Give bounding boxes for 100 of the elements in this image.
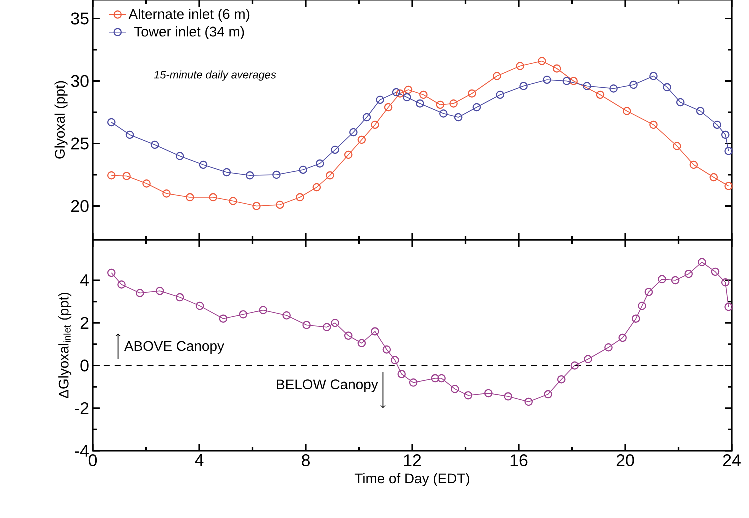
point bbox=[302, 321, 311, 330]
point bbox=[136, 289, 144, 298]
point bbox=[118, 280, 126, 289]
point bbox=[358, 136, 366, 144]
point bbox=[436, 100, 445, 110]
point bbox=[371, 120, 380, 130]
point bbox=[344, 150, 353, 160]
annotation: ABOVE Canopy bbox=[124, 341, 224, 354]
point bbox=[186, 193, 194, 202]
point bbox=[570, 77, 578, 86]
y-tick-label: 35 bbox=[71, 12, 89, 25]
y-tick-label: 0 bbox=[80, 360, 89, 372]
point bbox=[562, 77, 572, 86]
point bbox=[108, 171, 116, 180]
point bbox=[108, 268, 116, 278]
point bbox=[403, 93, 412, 102]
legend-label: Tower inlet (34 m) bbox=[134, 26, 244, 40]
point bbox=[464, 391, 473, 400]
point bbox=[524, 398, 533, 406]
point bbox=[199, 160, 208, 170]
point bbox=[604, 343, 613, 352]
point bbox=[622, 107, 632, 116]
point bbox=[570, 362, 580, 370]
point bbox=[658, 275, 666, 284]
legend-label: Alternate inlet (6 m) bbox=[128, 8, 250, 22]
x-tick-label: 4 bbox=[195, 454, 204, 466]
point bbox=[504, 392, 512, 401]
point bbox=[398, 370, 406, 378]
point bbox=[711, 268, 720, 276]
point bbox=[252, 202, 261, 210]
point bbox=[632, 314, 640, 323]
point bbox=[630, 80, 638, 90]
point bbox=[350, 128, 358, 137]
point bbox=[416, 100, 424, 108]
point bbox=[610, 84, 618, 93]
point bbox=[299, 166, 308, 174]
point bbox=[450, 100, 458, 108]
point bbox=[583, 82, 592, 90]
annotation: 15-minute daily averages bbox=[154, 70, 276, 81]
point bbox=[468, 90, 476, 98]
point bbox=[450, 385, 460, 394]
point bbox=[557, 375, 566, 384]
x-tick-label: 8 bbox=[302, 454, 310, 467]
point bbox=[391, 356, 400, 365]
point bbox=[229, 197, 238, 206]
point bbox=[420, 90, 428, 100]
point bbox=[396, 90, 404, 98]
point bbox=[552, 64, 562, 73]
x-tick-label: 24 bbox=[723, 454, 741, 466]
point bbox=[713, 120, 722, 130]
y-tick-label: 4 bbox=[80, 274, 89, 286]
point bbox=[371, 328, 380, 336]
point bbox=[382, 346, 392, 354]
point bbox=[618, 334, 627, 342]
point bbox=[126, 130, 134, 140]
point bbox=[690, 160, 698, 170]
point bbox=[454, 113, 463, 122]
y-tick-label: -4 bbox=[75, 445, 89, 457]
point bbox=[384, 103, 393, 112]
point bbox=[322, 323, 332, 332]
point bbox=[222, 168, 232, 177]
point bbox=[176, 152, 184, 160]
point bbox=[596, 90, 605, 100]
point bbox=[493, 72, 502, 80]
point bbox=[484, 389, 493, 398]
y-tick-label: 20 bbox=[72, 200, 89, 212]
point bbox=[409, 378, 418, 387]
point bbox=[520, 82, 528, 90]
point bbox=[209, 193, 218, 202]
x-tick-label: 20 bbox=[616, 454, 634, 467]
y-tick-label: -2 bbox=[75, 402, 89, 414]
y-tick-label: 2 bbox=[80, 317, 89, 330]
point bbox=[663, 83, 672, 92]
point bbox=[516, 62, 524, 70]
point bbox=[676, 98, 685, 107]
point bbox=[331, 318, 340, 328]
point bbox=[721, 278, 730, 287]
point bbox=[246, 171, 254, 180]
point bbox=[724, 147, 733, 156]
annotation: BELOW Canopy bbox=[277, 380, 378, 392]
point bbox=[108, 118, 116, 127]
point bbox=[404, 86, 413, 94]
point bbox=[496, 90, 504, 100]
x-tick-label: 16 bbox=[510, 454, 528, 467]
point bbox=[438, 374, 446, 383]
point bbox=[358, 339, 366, 348]
point bbox=[344, 332, 353, 340]
point bbox=[259, 306, 268, 314]
point bbox=[724, 182, 733, 190]
x-tick-label: 0 bbox=[88, 454, 98, 467]
point bbox=[538, 57, 546, 66]
point bbox=[316, 160, 324, 168]
point bbox=[644, 288, 654, 296]
point bbox=[196, 302, 204, 310]
y-axis-title: Glyoxal (ppt) bbox=[54, 81, 68, 159]
point bbox=[638, 302, 646, 310]
point bbox=[142, 180, 151, 188]
point bbox=[684, 270, 694, 278]
point bbox=[440, 110, 448, 118]
point bbox=[698, 258, 706, 267]
